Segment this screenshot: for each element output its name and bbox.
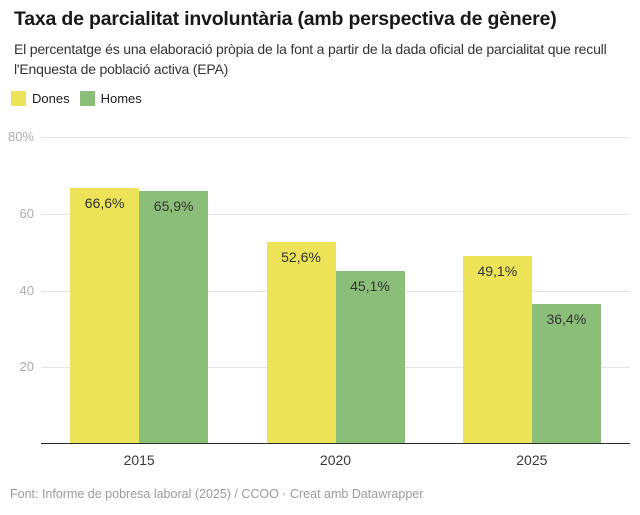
y-axis-tick-40: 40 — [19, 282, 34, 298]
legend-item-homes: Homes — [79, 91, 142, 106]
bar-homes-2015: 65,9% — [139, 191, 209, 444]
bar-value-label-homes-2025: 36,4% — [546, 311, 587, 328]
gridline-80 — [41, 137, 630, 138]
legend-swatch-dones — [11, 91, 26, 106]
y-axis-tick-80: 80% — [7, 129, 34, 144]
bar-value-label-homes-2020: 45,1% — [350, 277, 390, 294]
legend-label-dones: Dones — [32, 91, 70, 106]
legend: Dones Homes — [11, 91, 142, 106]
chart-title: Taxa de parcialitat involuntària (amb pe… — [14, 8, 557, 30]
x-axis-label-2020: 2020 — [319, 452, 352, 468]
plot-area: 80% 60 40 20 66,6% 65,9% 2015 52,6% 45,1% 2020 49,… — [8, 129, 630, 468]
bar-value-label-dones-2020: 52,6% — [281, 249, 321, 266]
gridline-60 — [41, 213, 630, 215]
y-axis-tick-60: 60 — [19, 205, 34, 221]
bar-value-label-homes-2015: 65,9% — [153, 198, 194, 215]
legend-label-homes: Homes — [100, 91, 142, 106]
x-axis-label-2015: 2015 — [123, 452, 155, 468]
bar-dones-2015: 66,6% — [70, 188, 140, 444]
legend-item-dones: Dones — [11, 91, 70, 106]
y-axis-tick-20: 20 — [19, 359, 34, 375]
chart-subtitle: El percentatge és una elaboració pròpia … — [14, 41, 607, 77]
footer-attribution: Font: Informe de pobresa laboral (2025) … — [10, 487, 424, 501]
bar-dones-2025: 49,1% — [462, 255, 532, 444]
x-axis-label-2025: 2025 — [516, 452, 548, 468]
bar-value-label-dones-2015: 66,6% — [84, 195, 125, 212]
bar-value-label-dones-2025: 49,1% — [477, 262, 518, 279]
legend-swatch-homes — [79, 91, 95, 106]
bar-dones-2020: 52,6% — [266, 242, 336, 444]
bar-homes-2025: 36,4% — [531, 304, 601, 444]
x-axis-baseline — [41, 443, 630, 444]
bar-homes-2020: 45,1% — [335, 270, 405, 444]
